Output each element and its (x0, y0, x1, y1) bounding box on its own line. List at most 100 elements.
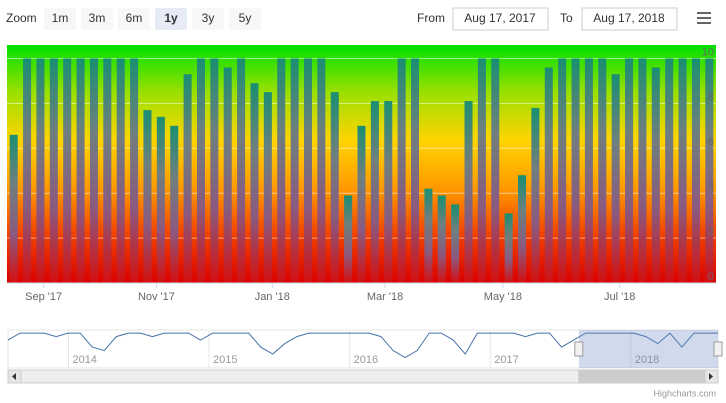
zoom-button[interactable] (155, 8, 187, 30)
bar (277, 58, 286, 284)
navigator-tick-label: 2015 (213, 354, 237, 366)
bar (250, 83, 259, 283)
to-label: To (560, 11, 573, 25)
zoom-button[interactable] (192, 8, 224, 30)
menu-line (697, 12, 711, 14)
navigator-tick-label: 2017 (494, 354, 518, 366)
bar (263, 92, 272, 283)
bar (330, 92, 339, 283)
bar (143, 110, 152, 283)
y-tick-label: 6 (708, 136, 714, 148)
bar (678, 58, 687, 284)
y-tick-label: 10 (702, 46, 714, 58)
bar (89, 58, 98, 284)
bar (665, 58, 674, 284)
zoom-button-label[interactable]: 3m (89, 11, 106, 25)
bar (344, 195, 353, 283)
bar (691, 58, 700, 284)
bar (223, 67, 232, 284)
x-tick-label: Sep '17 (25, 291, 62, 303)
bar (477, 58, 486, 284)
bar (156, 116, 165, 283)
bar (410, 58, 420, 284)
bar (103, 58, 112, 284)
from-value[interactable]: Aug 17, 2017 (464, 11, 536, 25)
zoom-label: Zoom (6, 11, 37, 25)
x-tick-label: Jan '18 (255, 291, 290, 303)
navigator-handle[interactable] (713, 341, 723, 357)
navigator-tick-label: 2016 (354, 354, 378, 366)
bar (130, 58, 139, 284)
bar (558, 58, 567, 284)
bar (49, 58, 58, 284)
menu-button[interactable] (697, 12, 711, 24)
bar (397, 58, 406, 284)
arrow-icon (709, 373, 713, 380)
bar (598, 58, 607, 284)
bar (705, 58, 714, 284)
bar (625, 58, 634, 284)
scrollbar-thumb[interactable] (578, 369, 706, 384)
zoom-button-label[interactable]: 5y (239, 11, 252, 25)
bar (210, 58, 219, 284)
bar (63, 58, 72, 284)
zoom-button[interactable] (118, 8, 150, 30)
bar (571, 58, 580, 284)
bar (183, 74, 192, 283)
zoom-button-label[interactable]: 1y (164, 11, 178, 25)
zoom-button[interactable] (229, 8, 261, 30)
bar (531, 107, 540, 284)
bar (9, 134, 18, 283)
zoom-button[interactable] (44, 8, 76, 30)
bar (116, 58, 125, 284)
bar (544, 67, 553, 284)
navigator-tick-label: 2014 (72, 354, 96, 366)
zoom-button-label[interactable]: 6m (126, 11, 143, 25)
navigator-handle[interactable] (574, 341, 584, 357)
y-tick-label: 8 (708, 91, 714, 103)
bar (638, 58, 647, 284)
bar (317, 58, 326, 284)
bar (424, 188, 433, 283)
bar (290, 58, 299, 284)
credit[interactable]: Highcharts.com (653, 388, 716, 398)
y-tick-label: 0 (708, 271, 714, 283)
x-tick-label: Nov '17 (138, 291, 175, 303)
bar (196, 58, 205, 284)
bar (370, 101, 379, 283)
bar (303, 58, 313, 284)
to-value[interactable]: Aug 17, 2018 (593, 11, 665, 25)
navigator-mask (578, 330, 718, 368)
arrow-icon (12, 373, 16, 380)
bar (36, 58, 45, 284)
from-label: From (417, 11, 445, 25)
y-tick-label: 4 (708, 181, 714, 193)
bar (170, 125, 179, 283)
to-input[interactable] (581, 7, 678, 31)
bar (76, 58, 85, 284)
bar (23, 58, 32, 284)
navigator-line (7, 332, 718, 359)
y-tick-label: 2 (708, 226, 714, 238)
x-tick-label: Jul '18 (604, 291, 635, 303)
from-input[interactable] (452, 7, 549, 31)
bar (504, 213, 513, 283)
bar (491, 58, 500, 284)
x-tick-label: May '18 (484, 291, 522, 303)
zoom-button-label[interactable]: 3y (202, 11, 215, 25)
bar (651, 67, 660, 284)
zoom-button[interactable] (81, 8, 113, 30)
bar (464, 101, 473, 283)
menu-line (697, 22, 711, 24)
bar (518, 175, 527, 283)
menu-line (697, 17, 711, 19)
bar (437, 195, 446, 283)
zoom-button-label[interactable]: 1m (52, 11, 69, 25)
navigator-tick-label: 2018 (635, 354, 659, 366)
bar (237, 58, 246, 284)
bar (451, 204, 460, 283)
bar (357, 125, 366, 283)
bar (584, 58, 593, 284)
navigator-frame (7, 329, 719, 369)
